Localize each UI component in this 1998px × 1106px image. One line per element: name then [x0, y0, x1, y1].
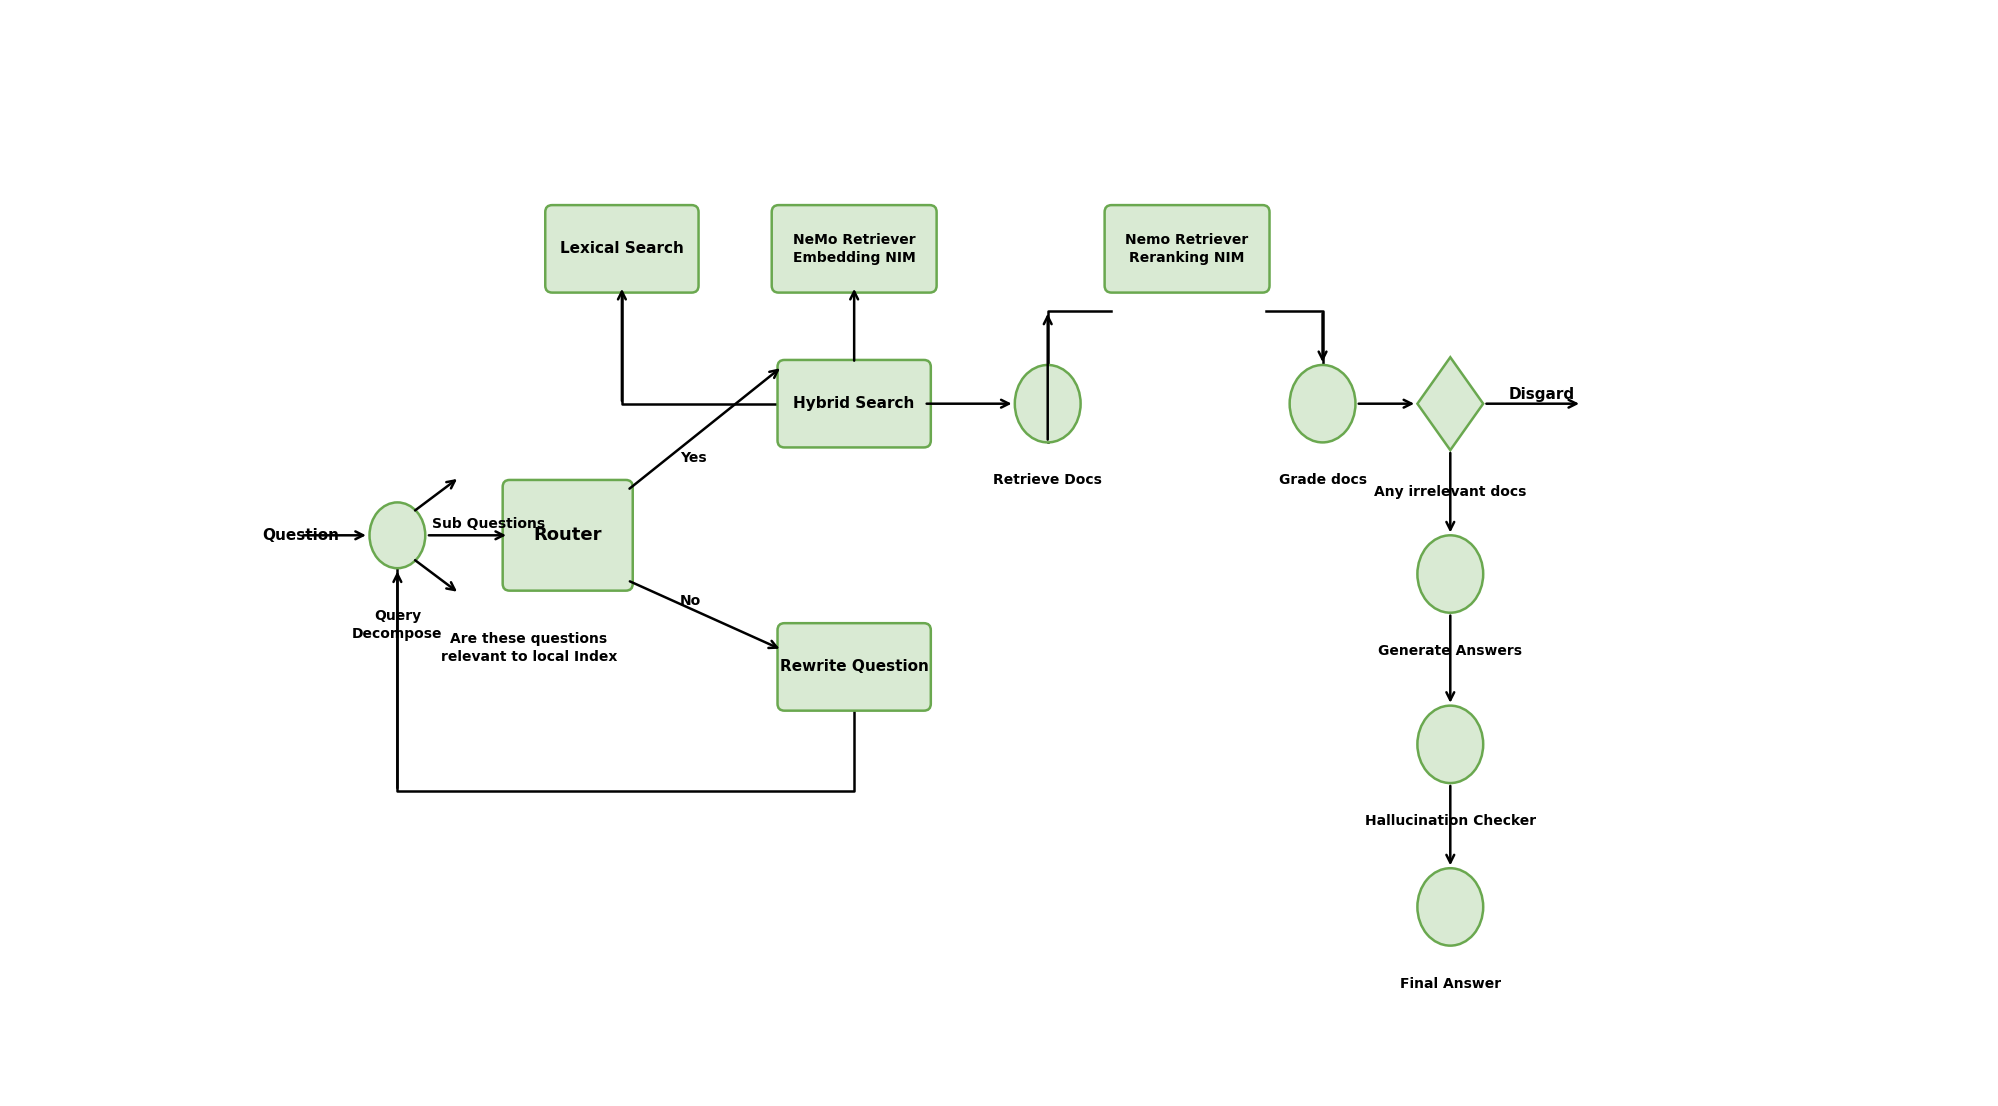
Ellipse shape	[1289, 365, 1355, 442]
Text: Grade docs: Grade docs	[1279, 473, 1367, 488]
Ellipse shape	[1417, 706, 1483, 783]
Text: Hybrid Search: Hybrid Search	[793, 396, 915, 411]
FancyBboxPatch shape	[1105, 205, 1269, 293]
FancyBboxPatch shape	[501, 480, 633, 591]
Text: Router: Router	[533, 526, 601, 544]
FancyBboxPatch shape	[777, 623, 931, 711]
Text: No: No	[679, 594, 701, 608]
Text: Hallucination Checker: Hallucination Checker	[1365, 814, 1534, 828]
Text: Retrieve Docs: Retrieve Docs	[993, 473, 1101, 488]
Ellipse shape	[1417, 535, 1483, 613]
Text: Nemo Retriever
Reranking NIM: Nemo Retriever Reranking NIM	[1125, 232, 1249, 265]
FancyBboxPatch shape	[545, 205, 697, 293]
Text: Disgard: Disgard	[1508, 387, 1574, 401]
Ellipse shape	[370, 502, 426, 568]
Ellipse shape	[1015, 365, 1081, 442]
Text: Lexical Search: Lexical Search	[559, 241, 683, 257]
Text: NeMo Retriever
Embedding NIM: NeMo Retriever Embedding NIM	[793, 232, 915, 265]
Text: Any irrelevant docs: Any irrelevant docs	[1373, 484, 1526, 499]
FancyBboxPatch shape	[771, 205, 937, 293]
Text: Sub Questions: Sub Questions	[432, 517, 545, 531]
Text: Rewrite Question: Rewrite Question	[779, 659, 929, 675]
FancyBboxPatch shape	[777, 359, 931, 448]
Text: Generate Answers: Generate Answers	[1377, 644, 1522, 658]
Polygon shape	[1417, 357, 1483, 450]
Text: Final Answer: Final Answer	[1399, 977, 1500, 991]
Text: Yes: Yes	[679, 451, 705, 465]
Text: Query
Decompose: Query Decompose	[352, 609, 442, 641]
Text: Are these questions
relevant to local Index: Are these questions relevant to local In…	[442, 633, 617, 665]
Ellipse shape	[1417, 868, 1483, 946]
Text: Question: Question	[262, 528, 340, 543]
